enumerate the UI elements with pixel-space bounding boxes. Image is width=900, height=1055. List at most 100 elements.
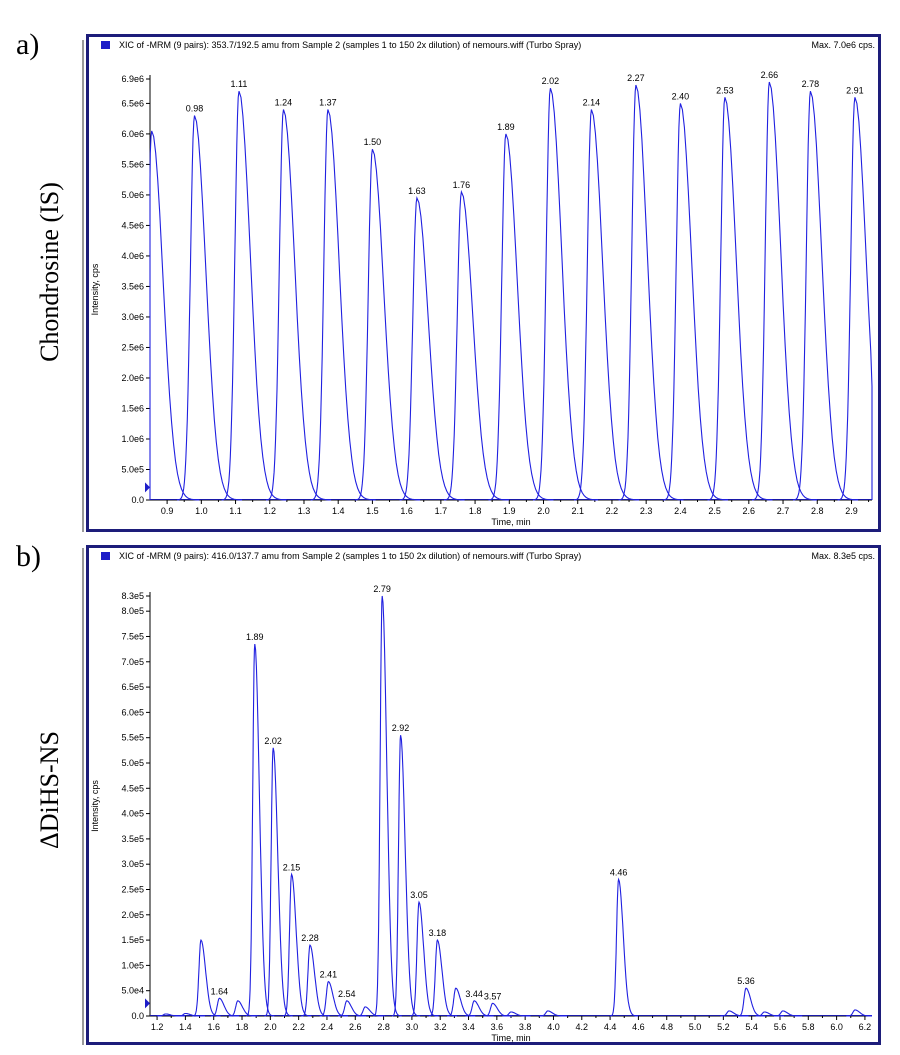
chart-a: 0.0 5.0e5 1.0e6 1.5e6 2.0e6 2.5e6 3.0e6 3.5e6 4.… — [90, 70, 873, 527]
x-tick-label: 3.6 — [491, 1022, 504, 1032]
y-tick-label: 3.0e5 — [121, 859, 144, 869]
panel-b-outer-line — [82, 548, 84, 1045]
x-tick-label: 1.2 — [264, 506, 277, 516]
y-tick-label: 7.0e5 — [121, 657, 144, 667]
y-tick-label: 6.9e6 — [121, 74, 144, 84]
y-tick-label: 6.5e5 — [121, 682, 144, 692]
x-tick-label: 4.0 — [547, 1022, 560, 1032]
axis-marker-icon — [145, 482, 150, 493]
y-tick-label: 0.0 — [131, 495, 144, 505]
peak-label: 1.37 — [319, 98, 337, 108]
x-tick-label: 5.2 — [717, 1022, 730, 1032]
peak-label: 1.50 — [364, 137, 382, 147]
peak-trace — [663, 103, 729, 501]
y-tick-label: 4.0e5 — [121, 809, 144, 819]
y-tick-label: 1.5e5 — [121, 935, 144, 945]
peak-label: 4.46 — [610, 867, 628, 877]
x-axis-label: Time, min — [491, 517, 530, 527]
x-tick-label: 4.2 — [576, 1022, 589, 1032]
peak-trace — [444, 189, 510, 501]
peak-label: 2.14 — [583, 98, 601, 108]
y-tick-label: 3.0e6 — [121, 312, 144, 322]
peak-trace — [752, 81, 817, 501]
y-tick-label: 1.0e6 — [121, 434, 144, 444]
peak-trace — [533, 88, 598, 501]
peak-label: 1.89 — [497, 122, 515, 132]
peak-trace — [574, 109, 640, 501]
x-tick-label: 4.4 — [604, 1022, 617, 1032]
peak-label: 2.27 — [627, 73, 645, 83]
peak-label: 2.28 — [301, 933, 319, 943]
panel-b-header: XIC of -MRM (9 pairs): 416.0/137.7 amu f… — [119, 551, 582, 561]
y-tick-label: 2.5e6 — [121, 342, 144, 352]
peak-label: 2.79 — [373, 584, 391, 594]
x-tick-label: 6.0 — [830, 1022, 843, 1032]
peak-trace — [210, 997, 239, 1017]
y-tick-label: 3.5e5 — [121, 834, 144, 844]
peak-trace — [539, 1010, 568, 1017]
x-tick-label: 1.8 — [469, 506, 482, 516]
peak-label: 3.44 — [465, 989, 483, 999]
peak-label: 3.18 — [429, 928, 447, 938]
peak-trace — [149, 130, 200, 501]
y-tick-label: 5.0e5 — [121, 464, 144, 474]
y-tick-label: 7.5e5 — [121, 631, 144, 641]
y-tick-label: 6.0e5 — [121, 707, 144, 717]
x-tick-label: 2.6 — [349, 1022, 362, 1032]
x-tick-label: 4.8 — [660, 1022, 673, 1032]
x-tick-label: 2.4 — [321, 1022, 334, 1032]
peak-trace — [502, 1011, 531, 1017]
peak-trace — [837, 97, 873, 501]
y-tick-label: 4.5e5 — [121, 783, 144, 793]
y-tick-label: 4.0e6 — [121, 251, 144, 261]
y-tick-label: 0.0 — [131, 1011, 144, 1021]
x-tick-label: 3.0 — [406, 1022, 419, 1032]
x-tick-label: 0.9 — [161, 506, 174, 516]
peak-label: 2.40 — [672, 91, 690, 101]
y-tick-label: 5.0e6 — [121, 190, 144, 200]
peak-label: 2.02 — [264, 736, 282, 746]
peak-trace — [221, 91, 287, 501]
y-tick-label: 8.0e5 — [121, 606, 144, 616]
x-tick-label: 2.0 — [264, 1022, 277, 1032]
panel-a-header: XIC of -MRM (9 pairs): 353.7/192.5 amu f… — [119, 40, 582, 50]
y-tick-label: 5.5e6 — [121, 159, 144, 169]
chart-b: 0.0 5.0e4 1.0e5 1.5e5 2.0e5 2.5e5 3.0e5 3.5e5 4.… — [90, 584, 872, 1043]
peak-label: 2.15 — [283, 862, 301, 872]
peak-label: 1.24 — [275, 98, 293, 108]
peak-label: 5.36 — [737, 976, 755, 986]
x-tick-label: 2.8 — [811, 506, 824, 516]
x-tick-label: 2.3 — [640, 506, 653, 516]
x-tick-label: 5.8 — [802, 1022, 815, 1032]
y-tick-label: 5.0e5 — [121, 758, 144, 768]
panel-a-outer-line — [82, 40, 84, 532]
x-tick-label: 5.4 — [745, 1022, 758, 1032]
x-tick-label: 1.2 — [151, 1022, 164, 1032]
peak-trace — [793, 91, 859, 501]
y-tick-label: 8.3e5 — [121, 591, 144, 601]
peak-trace — [720, 1010, 749, 1017]
peak-label: 1.89 — [246, 632, 264, 642]
panel-a-max-label: Max. 7.0e6 cps. — [811, 40, 875, 50]
x-tick-label: 1.3 — [298, 506, 311, 516]
peak-trace — [229, 1000, 258, 1017]
y-axis-label: Intensity, cps — [90, 780, 100, 832]
panel-b-max-label: Max. 8.3e5 cps. — [811, 551, 875, 561]
peak-label: 1.64 — [211, 986, 229, 996]
x-tick-label: 1.4 — [179, 1022, 192, 1032]
panel-b-frame: XIC of -MRM (9 pairs): 416.0/137.7 amu f… — [86, 545, 881, 1045]
x-tick-label: 2.2 — [606, 506, 619, 516]
x-tick-label: 1.5 — [366, 506, 379, 516]
y-tick-label: 6.5e6 — [121, 98, 144, 108]
peak-label: 2.78 — [802, 79, 820, 89]
x-axis-label: Time, min — [491, 1033, 530, 1043]
peak-trace — [609, 877, 639, 1017]
x-tick-label: 3.8 — [519, 1022, 532, 1032]
peak-trace — [737, 987, 766, 1017]
peak-label: 2.66 — [761, 70, 779, 80]
peak-trace — [774, 1010, 803, 1017]
peak-label: 2.41 — [320, 970, 338, 980]
x-tick-label: 5.0 — [689, 1022, 702, 1032]
x-tick-label: 2.9 — [845, 506, 858, 516]
panel-b-letter: b) — [16, 540, 41, 573]
